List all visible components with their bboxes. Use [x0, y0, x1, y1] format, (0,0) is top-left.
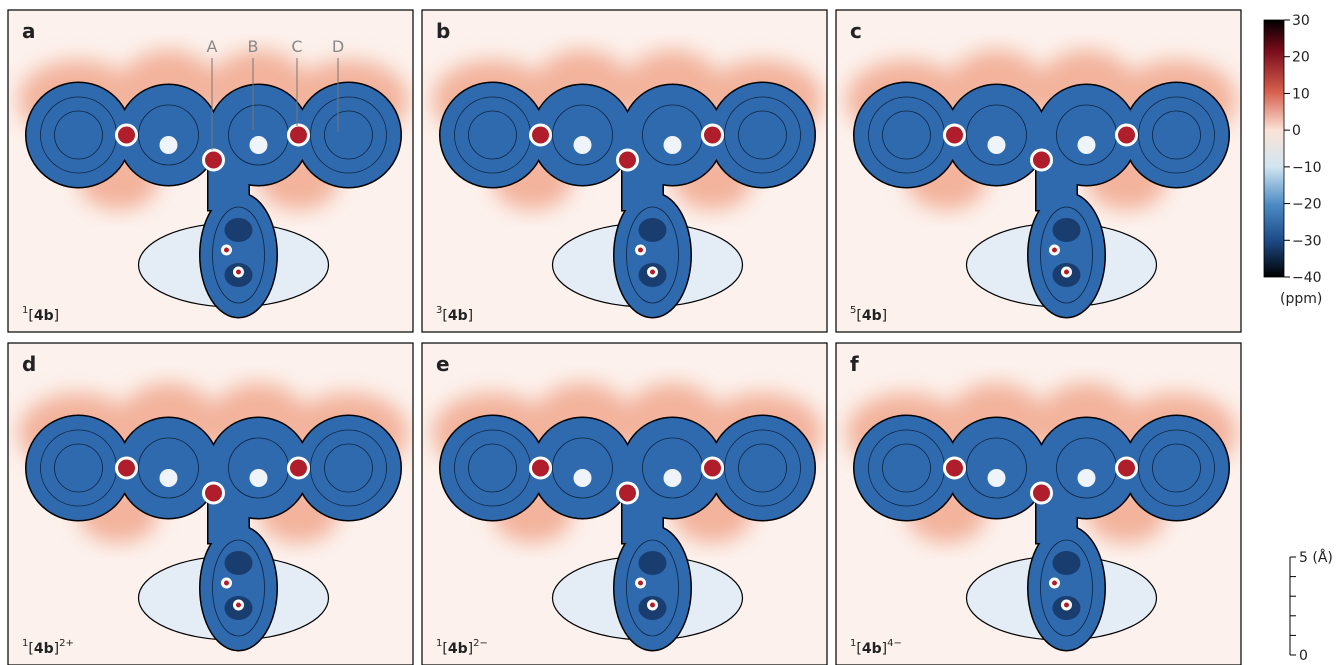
colorbar [1264, 20, 1284, 277]
nics-map [9, 10, 413, 332]
bracket: ] [882, 308, 887, 324]
scale-bar-bottom: 0 [1299, 648, 1308, 664]
scale-bar-top: 5 (Å) [1299, 549, 1333, 566]
colorbar-unit: (ppm) [1280, 291, 1322, 307]
charge: 4− [887, 638, 902, 649]
nics-map [423, 10, 827, 332]
panel-letter: d [22, 352, 36, 376]
colorbar-tick-label: −20 [1292, 197, 1322, 213]
panel-letter: c [850, 19, 862, 43]
species-label: 5[4b] [850, 305, 887, 324]
colorbar-tick-label: 20 [1292, 50, 1310, 66]
nics-map [423, 343, 827, 665]
figure: aABCD1[4b]b3[4b]c5[4b]d1[4b]2+e1[4b]2−f1… [0, 0, 1341, 665]
species-label: 3[4b] [436, 305, 473, 324]
species-name: 4b [34, 641, 54, 657]
colorbar-tick-label: 30 [1292, 13, 1310, 29]
charge: 2− [473, 638, 488, 649]
species-label: 1[4b] [22, 305, 59, 324]
charge: 2+ [59, 638, 74, 649]
ring-label: B [248, 37, 259, 56]
species-name: 4b [448, 641, 468, 657]
colorbar-tick-label: 10 [1292, 86, 1310, 102]
bracket: ] [468, 308, 473, 324]
ring-label: A [207, 37, 218, 56]
species-name: 4b [862, 641, 882, 657]
colorbar-tick-label: −30 [1292, 233, 1322, 249]
bracket: ] [54, 308, 59, 324]
species-name: 4b [862, 308, 882, 324]
species-name: 4b [448, 308, 468, 324]
panel-letter: e [436, 352, 450, 376]
species-name: 4b [34, 308, 54, 324]
panel-letter: f [850, 352, 859, 376]
nics-map [837, 343, 1241, 665]
panel-letter: b [436, 19, 450, 43]
nics-map [9, 343, 413, 665]
ring-label: C [291, 37, 302, 56]
colorbar-tick-label: −10 [1292, 160, 1322, 176]
colorbar-tick-label: 0 [1292, 123, 1301, 139]
nics-map [837, 10, 1241, 332]
ring-label: D [332, 37, 344, 56]
colorbar-tick-label: −40 [1292, 270, 1322, 286]
panel-letter: a [22, 19, 36, 43]
